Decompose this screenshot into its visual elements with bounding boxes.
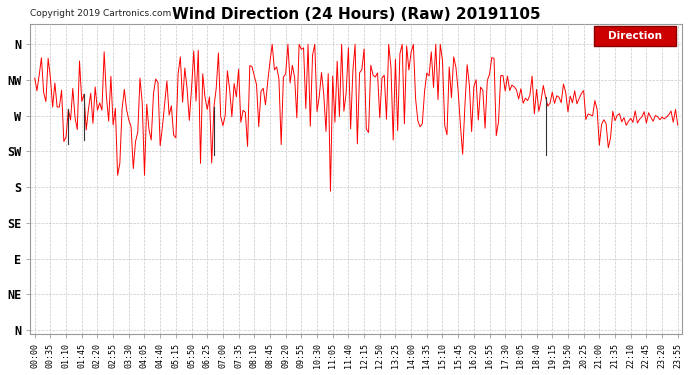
Title: Wind Direction (24 Hours) (Raw) 20191105: Wind Direction (24 Hours) (Raw) 20191105 xyxy=(172,7,540,22)
Text: Direction: Direction xyxy=(608,31,662,41)
Text: Copyright 2019 Cartronics.com: Copyright 2019 Cartronics.com xyxy=(30,9,172,18)
FancyBboxPatch shape xyxy=(594,26,676,46)
